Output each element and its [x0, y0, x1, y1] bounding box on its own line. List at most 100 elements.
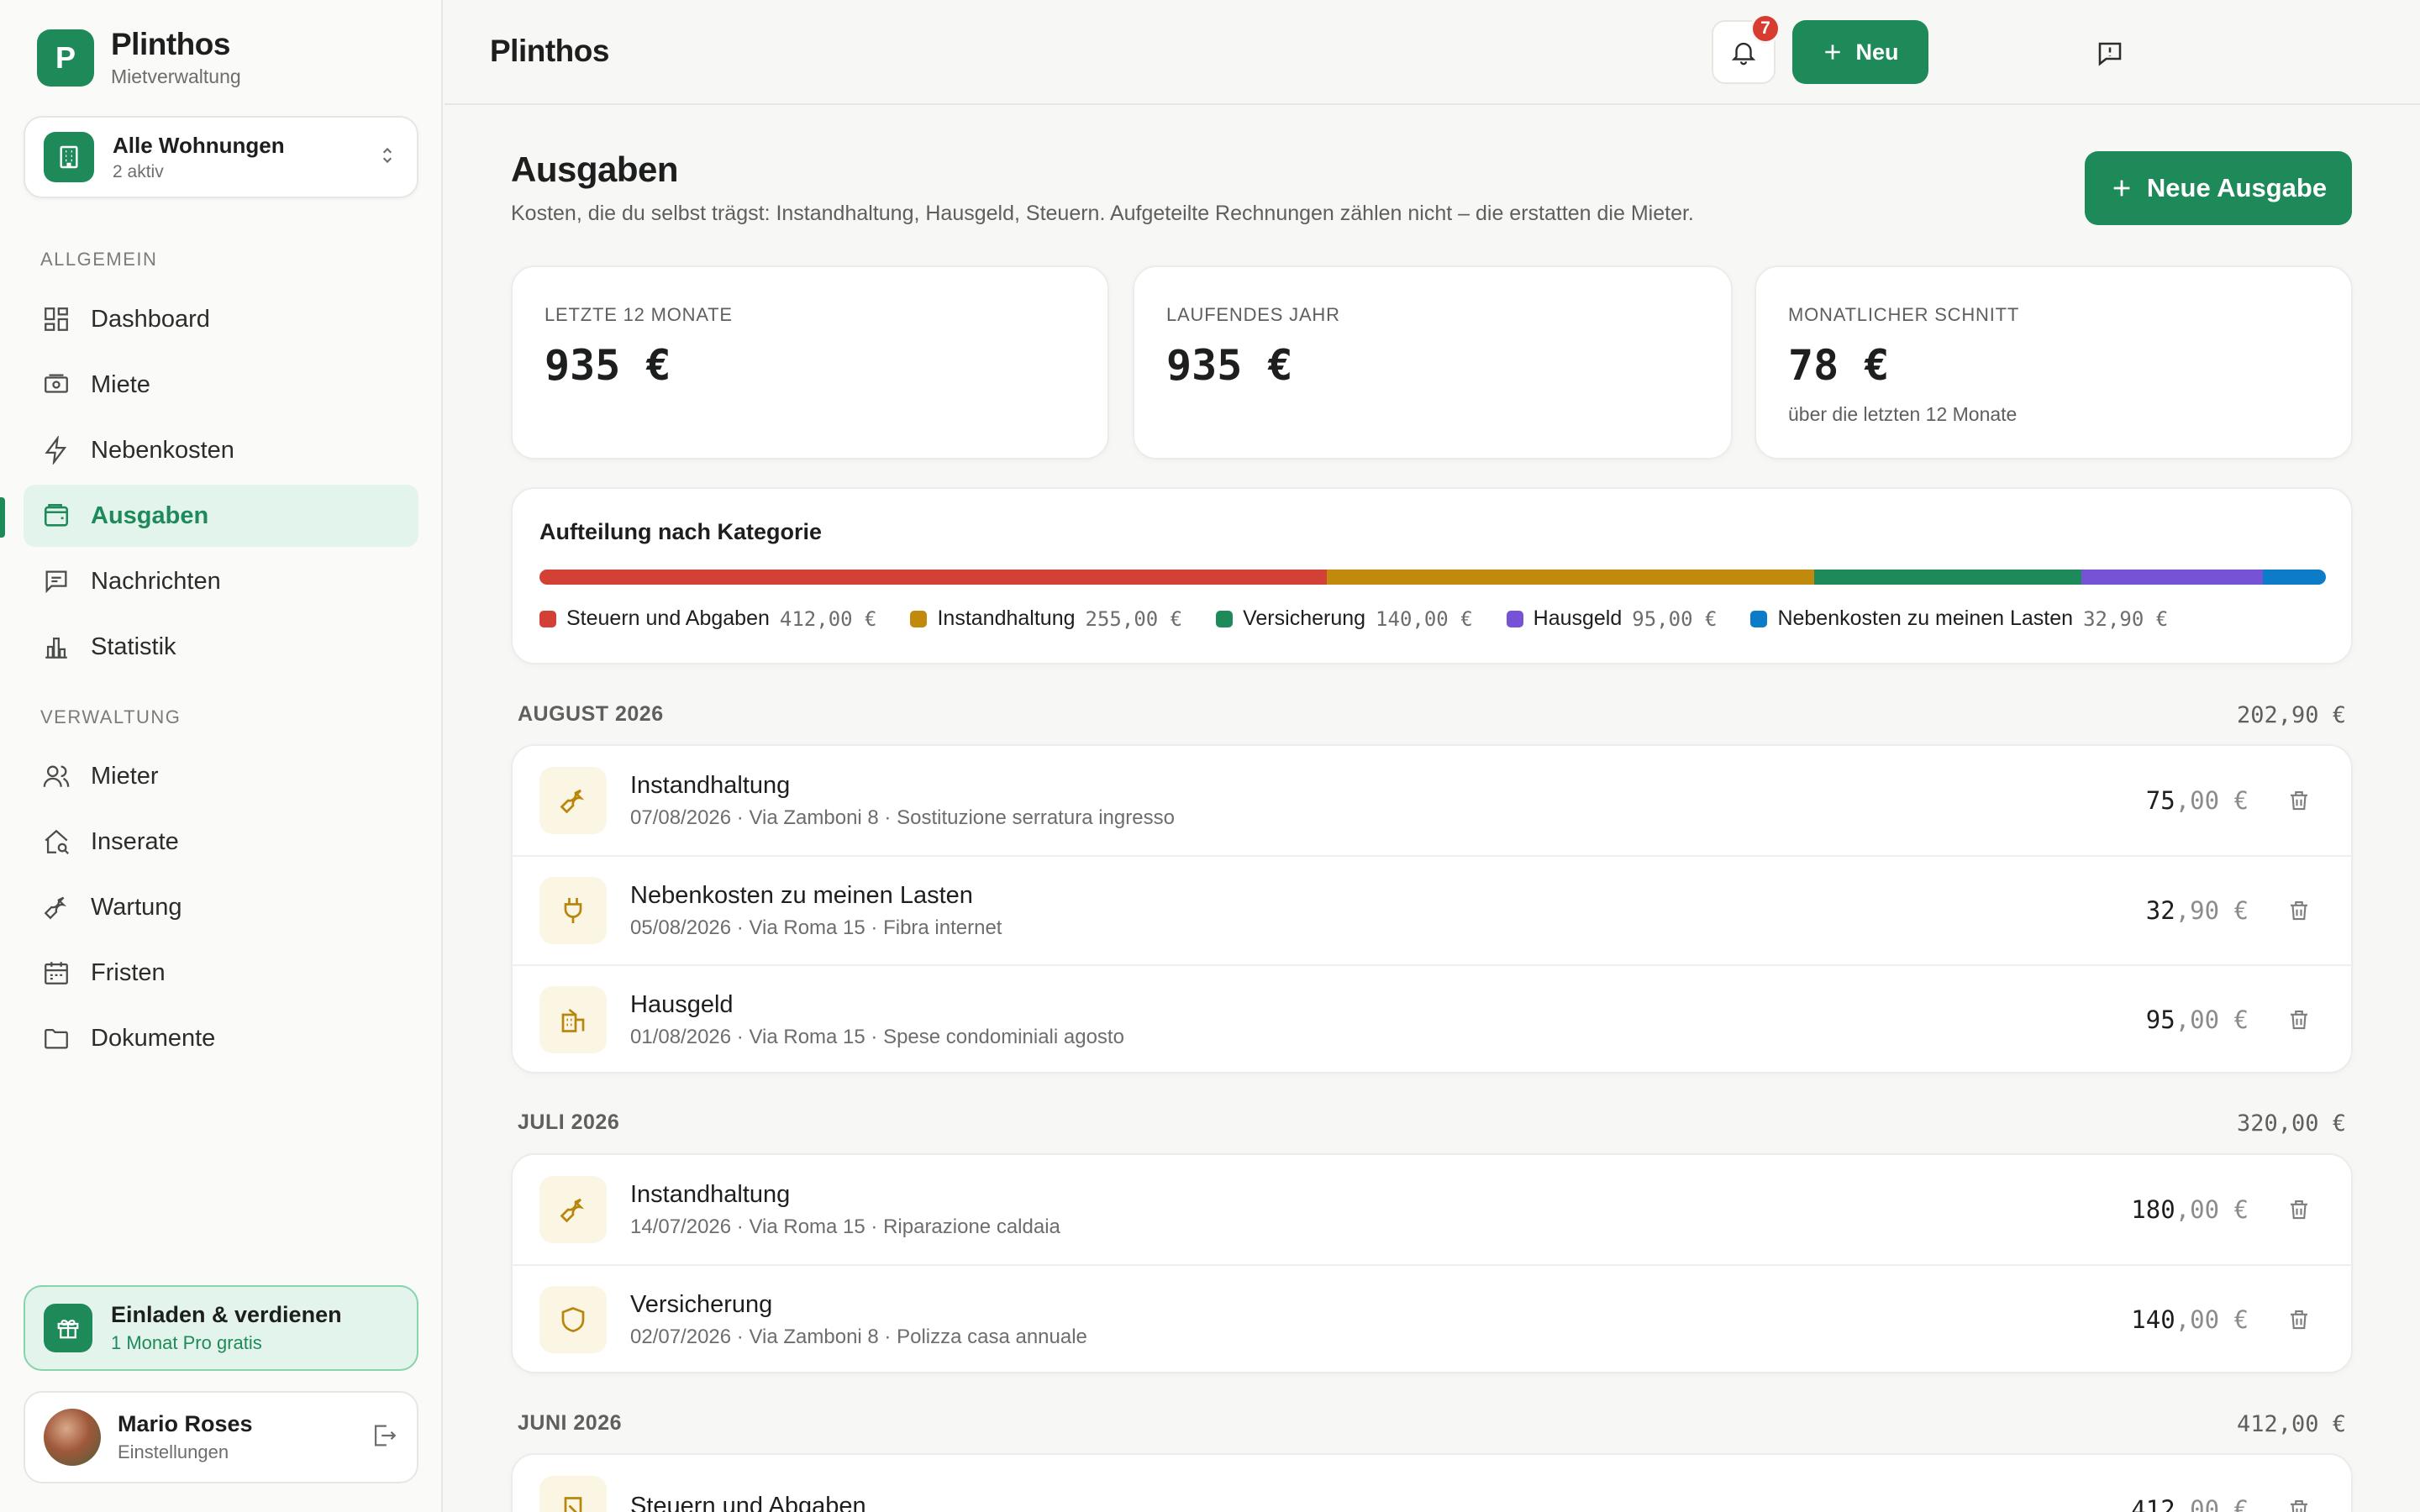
- stat-card-current-year: LAUFENDES JAHR 935 €: [1133, 265, 1733, 459]
- calendar-icon: [45, 962, 68, 984]
- brand-logo: P: [37, 29, 94, 87]
- expense-amount: 140,00 €: [2131, 1305, 2249, 1334]
- month-label: AUGUST 2026: [518, 702, 664, 726]
- legend-item: Instandhaltung 255,00 €: [910, 606, 1182, 631]
- plus-icon: [1825, 45, 1841, 60]
- delete-button[interactable]: [2282, 1193, 2316, 1226]
- plug-icon: [539, 877, 607, 944]
- sidebar-item-miete[interactable]: Miete: [24, 354, 418, 416]
- legend-name: Steuern und Abgaben: [566, 606, 770, 630]
- bolt-icon: [45, 436, 67, 465]
- switcher-title: Alle Wohnungen: [113, 132, 285, 158]
- expense-row[interactable]: Nebenkosten zu meinen Lasten 05/08/2026 ·…: [513, 855, 2351, 964]
- trash-icon: [2291, 1310, 2307, 1330]
- new-button-label: Neu: [1855, 39, 1899, 65]
- active-indicator: [0, 497, 5, 538]
- sidebar-item-label: Inserate: [91, 827, 179, 855]
- sidebar-item-inserate[interactable]: Inserate: [24, 811, 418, 873]
- amount-decimal: ,00 €: [2175, 1195, 2249, 1224]
- sidebar-item-mieter[interactable]: Mieter: [24, 745, 418, 807]
- new-button[interactable]: Neu: [1792, 20, 1928, 84]
- add-expense-button[interactable]: Neue Ausgabe: [2085, 151, 2352, 225]
- category-bar-segment: [1326, 570, 1814, 585]
- expense-row[interactable]: Versicherung 02/07/2026 · Via Zamboni 8 ·…: [513, 1264, 2351, 1372]
- shield-icon: [539, 1286, 607, 1353]
- category-bar-segment: [2263, 570, 2326, 585]
- delete-button[interactable]: [2282, 1003, 2316, 1037]
- plus-icon: [2113, 180, 2130, 197]
- amount-decimal: ,00 €: [2175, 1495, 2249, 1512]
- brand-subtitle: Mietverwaltung: [111, 66, 241, 87]
- expense-row[interactable]: Hausgeld 01/08/2026 · Via Roma 15 · Spese…: [513, 964, 2351, 1072]
- settings-link[interactable]: Einstellungen: [118, 1441, 229, 1462]
- sidebar-item-wartung[interactable]: Wartung: [24, 876, 418, 938]
- sidebar-item-dashboard[interactable]: Dashboard: [24, 288, 418, 350]
- gift-icon: [44, 1304, 92, 1352]
- legend-dot: [1216, 610, 1234, 627]
- expense-list-august: Instandhaltung 07/08/2026 · Via Zamboni 8…: [511, 744, 2353, 1074]
- stat-label: LETZTE 12 MONATE: [544, 304, 733, 325]
- sidebar-item-label: Nachrichten: [91, 567, 221, 595]
- expense-title: Versicherung: [630, 1290, 773, 1318]
- expense-details: 02/07/2026 · Via Zamboni 8 · Polizza cas…: [630, 1325, 1087, 1348]
- legend-dot: [1506, 610, 1523, 627]
- legend-item: Nebenkosten zu meinen Lasten 32,90 €: [1750, 606, 2168, 631]
- sidebar-item-label: Fristen: [91, 958, 166, 986]
- trash-icon: [2291, 1200, 2307, 1220]
- expense-row[interactable]: Steuern und Abgaben 412,00 €: [513, 1455, 2351, 1512]
- expense-title: Instandhaltung: [630, 1180, 791, 1208]
- legend-item: Hausgeld 95,00 €: [1506, 606, 1717, 631]
- category-title: Aufteilung nach Kategorie: [539, 519, 823, 544]
- property-switcher[interactable]: Alle Wohnungen 2 aktiv: [24, 116, 418, 198]
- stat-value: 935 €: [1166, 341, 1293, 390]
- expense-amount: 412,00 €: [2131, 1495, 2249, 1512]
- delete-button[interactable]: [2282, 1303, 2316, 1336]
- expense-details: 01/08/2026 · Via Roma 15 · Spese condomi…: [630, 1025, 1124, 1048]
- expense-list-june: Steuern und Abgaben 412,00 €: [511, 1453, 2353, 1512]
- sidebar-item-label: Wartung: [91, 893, 182, 921]
- wrench-icon: [539, 1176, 607, 1243]
- expense-list-july: Instandhaltung 14/07/2026 · Via Roma 15 ·…: [511, 1153, 2353, 1373]
- sidebar-item-label: Miete: [91, 370, 150, 398]
- delete-button[interactable]: [2282, 784, 2316, 817]
- category-bar: [539, 570, 2326, 585]
- stat-card-monthly-average: MONATLICHER SCHNITT 78 € über die letzte…: [1754, 265, 2353, 459]
- feedback-button[interactable]: [2086, 30, 2133, 77]
- nav-section-general: ALLGEMEIN: [40, 249, 158, 270]
- legend-name: Versicherung: [1243, 606, 1366, 630]
- expense-row[interactable]: Instandhaltung 07/08/2026 · Via Zamboni 8…: [513, 746, 2351, 855]
- sidebar-item-nachrichten[interactable]: Nachrichten: [24, 550, 418, 612]
- sidebar: P Plinthos Mietverwaltung Alle Wohnungen…: [0, 0, 443, 1512]
- sidebar-item-nebenkosten[interactable]: Nebenkosten: [24, 419, 418, 481]
- legend-value: 412,00 €: [779, 606, 877, 631]
- building-icon: [539, 986, 607, 1053]
- brand[interactable]: P Plinthos Mietverwaltung: [37, 27, 241, 88]
- trash-icon: [2291, 900, 2307, 921]
- expense-title: Instandhaltung: [630, 771, 791, 799]
- sidebar-item-dokumente[interactable]: Dokumente: [24, 1007, 418, 1069]
- invite-card[interactable]: Einladen & verdienen 1 Monat Pro gratis: [24, 1285, 418, 1371]
- delete-button[interactable]: [2282, 1493, 2316, 1512]
- invite-title: Einladen & verdienen: [111, 1302, 342, 1327]
- user-name: Mario Roses: [118, 1411, 253, 1436]
- sidebar-item-fristen[interactable]: Fristen: [24, 942, 418, 1004]
- month-label: JUNI 2026: [518, 1411, 623, 1435]
- legend-value: 255,00 €: [1085, 606, 1183, 631]
- logout-icon[interactable]: [370, 1421, 398, 1454]
- sidebar-item-ausgaben[interactable]: Ausgaben: [24, 485, 418, 547]
- dashboard-icon: [45, 307, 68, 331]
- users-icon: [43, 765, 70, 787]
- sidebar-item-statistik[interactable]: Statistik: [24, 616, 418, 678]
- folder-icon: [45, 1028, 68, 1049]
- invite-subtitle: 1 Monat Pro gratis: [111, 1332, 262, 1353]
- delete-button[interactable]: [2282, 894, 2316, 927]
- page-subtitle: Kosten, die du selbst trägst: Instandhal…: [511, 202, 1694, 225]
- user-card[interactable]: Mario Roses Einstellungen: [24, 1391, 418, 1483]
- nav-section-management: VERWALTUNG: [40, 706, 182, 727]
- amount-integer: 180: [2131, 1195, 2175, 1224]
- expense-row[interactable]: Instandhaltung 14/07/2026 · Via Roma 15 ·…: [513, 1155, 2351, 1264]
- legend-dot: [910, 610, 928, 627]
- amount-integer: 75: [2145, 786, 2175, 815]
- legend-dot: [1750, 610, 1768, 627]
- stat-label: MONATLICHER SCHNITT: [1788, 304, 2020, 325]
